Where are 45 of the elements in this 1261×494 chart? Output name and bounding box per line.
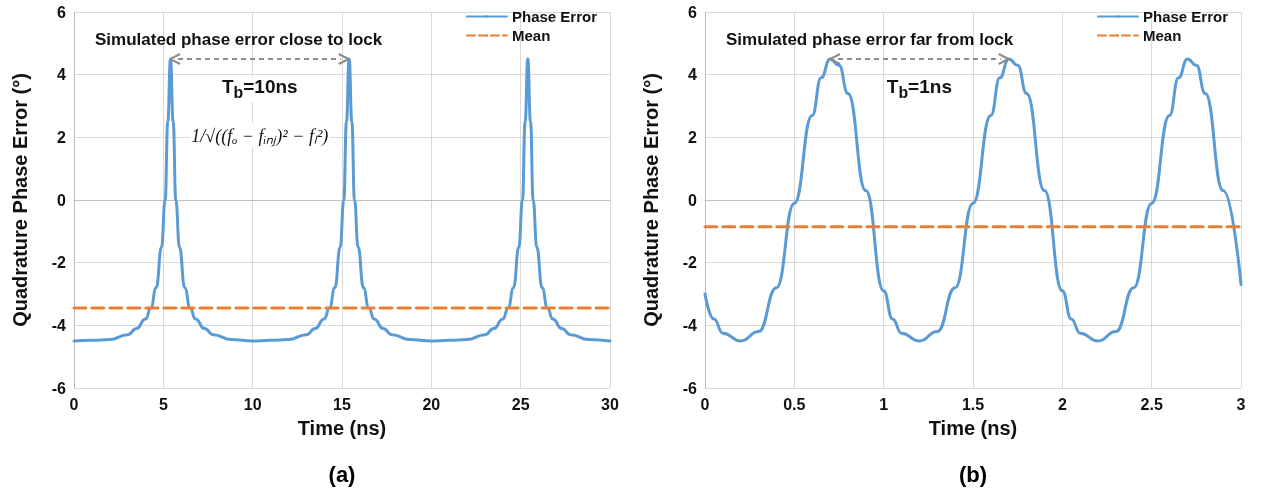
x-tick-label: 3: [1236, 395, 1246, 413]
y-tick-label: -6: [51, 379, 67, 397]
text: Simulated phase error far from lock: [726, 30, 1014, 49]
y-tick-label: 6: [688, 3, 698, 21]
y-tick-label: -6: [682, 379, 698, 397]
x-tick-label: 15: [333, 395, 351, 413]
y-tick-label: 0: [688, 191, 698, 209]
legend-label: Phase Error: [511, 8, 598, 25]
text: Simulated phase error close to lock: [95, 30, 383, 49]
y-tick-label: -2: [51, 254, 67, 272]
annotation: 1/√((fₒ − fᵢₙⱼ)² − fₗ²): [189, 123, 331, 147]
x-tick-label: 0: [700, 395, 710, 413]
x-tick-label: 2.5: [1140, 395, 1163, 413]
annotation: T$_{b}$=1ns: [884, 76, 954, 102]
x-tick-label: 20: [422, 395, 441, 413]
x-axis-title: Time (ns): [297, 417, 387, 439]
y-tick-label: -4: [682, 316, 698, 334]
y-tick-label: -2: [682, 254, 698, 272]
text: (a): [328, 462, 356, 488]
x-tick-label: 30: [601, 395, 619, 413]
x-axis-title: Time (ns): [928, 417, 1018, 439]
x-tick-label: 25: [511, 395, 530, 413]
y-tick-label: 0: [57, 191, 67, 209]
x-tick-label: 10: [243, 395, 262, 413]
x-tick-label: 0: [69, 395, 79, 413]
y-axis-title: Quadrature Phase Error (°): [640, 73, 662, 327]
y-tick-label: 2: [688, 128, 698, 146]
legend-label: Phase Error: [1142, 8, 1229, 25]
x-tick-label: 1: [879, 395, 889, 413]
legend-label: Mean: [1142, 27, 1182, 44]
y-tick-label: -4: [51, 316, 67, 334]
line-series: [72, 57, 612, 343]
y-tick-label: 6: [57, 3, 67, 21]
x-tick-label: 2: [1057, 395, 1067, 413]
y-tick-label: 4: [688, 66, 698, 84]
text: (b): [958, 462, 988, 488]
line-series: [703, 57, 1243, 343]
y-tick-label: 2: [57, 128, 67, 146]
legend-label: Mean: [511, 27, 551, 44]
y-axis-title: Quadrature Phase Error (°): [9, 73, 31, 327]
x-tick-label: 5: [158, 395, 168, 413]
x-tick-label: 1.5: [961, 395, 985, 413]
annotation: T$_{b}$=10ns: [219, 76, 300, 102]
x-tick-label: 0.5: [783, 395, 806, 413]
y-tick-label: 4: [57, 66, 67, 84]
